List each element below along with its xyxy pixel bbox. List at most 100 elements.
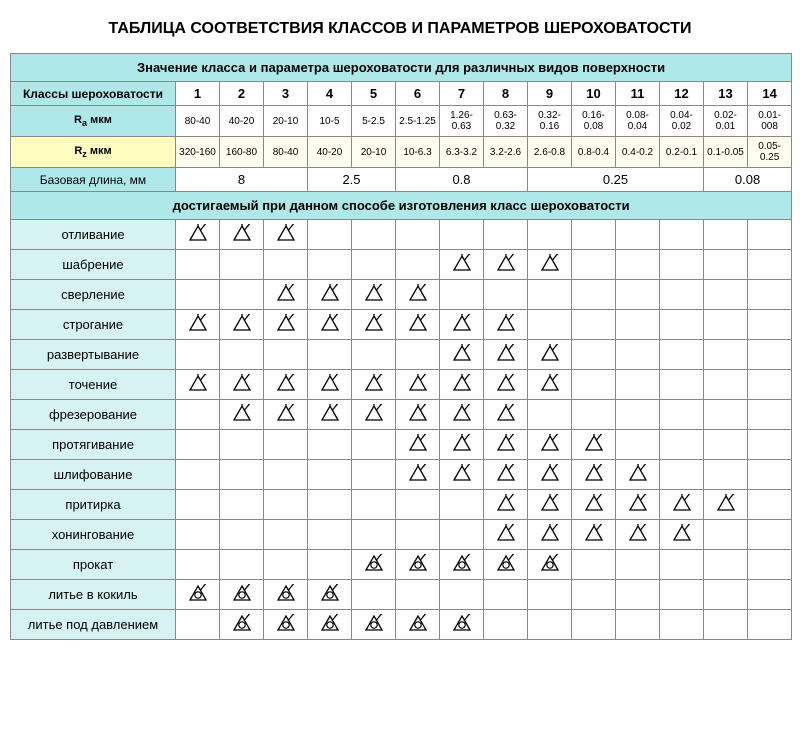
mark-cell — [440, 490, 484, 520]
mark-cell — [264, 370, 308, 400]
mark-cell — [396, 250, 440, 280]
mark-cell — [660, 580, 704, 610]
mark-cell — [176, 430, 220, 460]
triangle-icon — [540, 374, 560, 392]
mark-cell — [308, 250, 352, 280]
ra-value: 0.32-0.16 — [528, 106, 572, 137]
triangle-icon — [452, 254, 472, 272]
triangle-circle-icon — [188, 584, 208, 602]
mark-cell — [440, 580, 484, 610]
triangle-circle-icon — [540, 554, 560, 572]
mark-cell — [616, 340, 660, 370]
mark-cell — [176, 280, 220, 310]
mark-cell — [528, 370, 572, 400]
mark-cell — [396, 430, 440, 460]
mark-cell — [704, 220, 748, 250]
triangle-circle-icon — [496, 554, 516, 572]
triangle-circle-icon — [276, 584, 296, 602]
classes-label: Классы шероховатости — [11, 82, 176, 106]
ra-value: 0.08-0.04 — [616, 106, 660, 137]
mark-cell — [484, 520, 528, 550]
mark-cell — [440, 400, 484, 430]
triangle-icon — [320, 404, 340, 422]
mark-cell — [440, 550, 484, 580]
class-number: 4 — [308, 82, 352, 106]
triangle-circle-icon — [452, 554, 472, 572]
mark-cell — [484, 280, 528, 310]
triangle-icon — [628, 524, 648, 542]
mark-cell — [484, 550, 528, 580]
rz-value: 320-160 — [176, 137, 220, 168]
mark-cell — [748, 430, 792, 460]
rz-value: 0.1-0.05 — [704, 137, 748, 168]
mark-cell — [440, 610, 484, 640]
mark-cell — [704, 250, 748, 280]
mark-cell — [660, 520, 704, 550]
mark-cell — [748, 400, 792, 430]
mark-cell — [220, 580, 264, 610]
mark-cell — [352, 370, 396, 400]
triangle-circle-icon — [408, 554, 428, 572]
mark-cell — [660, 460, 704, 490]
class-number: 7 — [440, 82, 484, 106]
method-label: развертывание — [11, 340, 176, 370]
mark-cell — [220, 280, 264, 310]
class-number: 12 — [660, 82, 704, 106]
triangle-icon — [496, 524, 516, 542]
mark-cell — [660, 250, 704, 280]
mark-cell — [352, 310, 396, 340]
mark-cell — [396, 490, 440, 520]
mark-cell — [176, 490, 220, 520]
mark-cell — [484, 310, 528, 340]
method-label: шабрение — [11, 250, 176, 280]
mark-cell — [616, 550, 660, 580]
triangle-icon — [276, 314, 296, 332]
ra-value: 0.01-008 — [748, 106, 792, 137]
mark-cell — [528, 400, 572, 430]
mark-cell — [264, 310, 308, 340]
triangle-icon — [232, 404, 252, 422]
mark-cell — [176, 610, 220, 640]
mark-cell — [572, 250, 616, 280]
triangle-icon — [364, 284, 384, 302]
mark-cell — [528, 250, 572, 280]
mark-cell — [176, 340, 220, 370]
mark-cell — [308, 490, 352, 520]
class-number: 9 — [528, 82, 572, 106]
mark-cell — [704, 430, 748, 460]
class-number: 11 — [616, 82, 660, 106]
triangle-circle-icon — [276, 614, 296, 632]
mark-cell — [748, 460, 792, 490]
triangle-icon — [408, 434, 428, 452]
mark-cell — [308, 580, 352, 610]
mark-cell — [660, 490, 704, 520]
ra-value: 40-20 — [220, 106, 264, 137]
triangle-icon — [320, 284, 340, 302]
mark-cell — [484, 430, 528, 460]
class-number: 3 — [264, 82, 308, 106]
mark-cell — [352, 430, 396, 460]
page-title: ТАБЛИЦА СООТВЕТСТВИЯ КЛАССОВ И ПАРАМЕТРО… — [10, 20, 790, 38]
mark-cell — [396, 550, 440, 580]
mark-cell — [484, 610, 528, 640]
mark-cell — [704, 400, 748, 430]
mark-cell — [704, 610, 748, 640]
class-number: 1 — [176, 82, 220, 106]
mark-cell — [484, 580, 528, 610]
ra-value: 0.02-0.01 — [704, 106, 748, 137]
triangle-icon — [540, 524, 560, 542]
mark-cell — [176, 220, 220, 250]
mark-cell — [396, 340, 440, 370]
mark-cell — [220, 400, 264, 430]
mark-cell — [308, 460, 352, 490]
mark-cell — [484, 400, 528, 430]
class-number: 10 — [572, 82, 616, 106]
mark-cell — [748, 250, 792, 280]
mark-cell — [308, 310, 352, 340]
triangle-icon — [584, 524, 604, 542]
mark-cell — [484, 460, 528, 490]
triangle-icon — [452, 404, 472, 422]
triangle-icon — [232, 314, 252, 332]
base-length-value: 0.8 — [396, 168, 528, 192]
triangle-circle-icon — [364, 614, 384, 632]
